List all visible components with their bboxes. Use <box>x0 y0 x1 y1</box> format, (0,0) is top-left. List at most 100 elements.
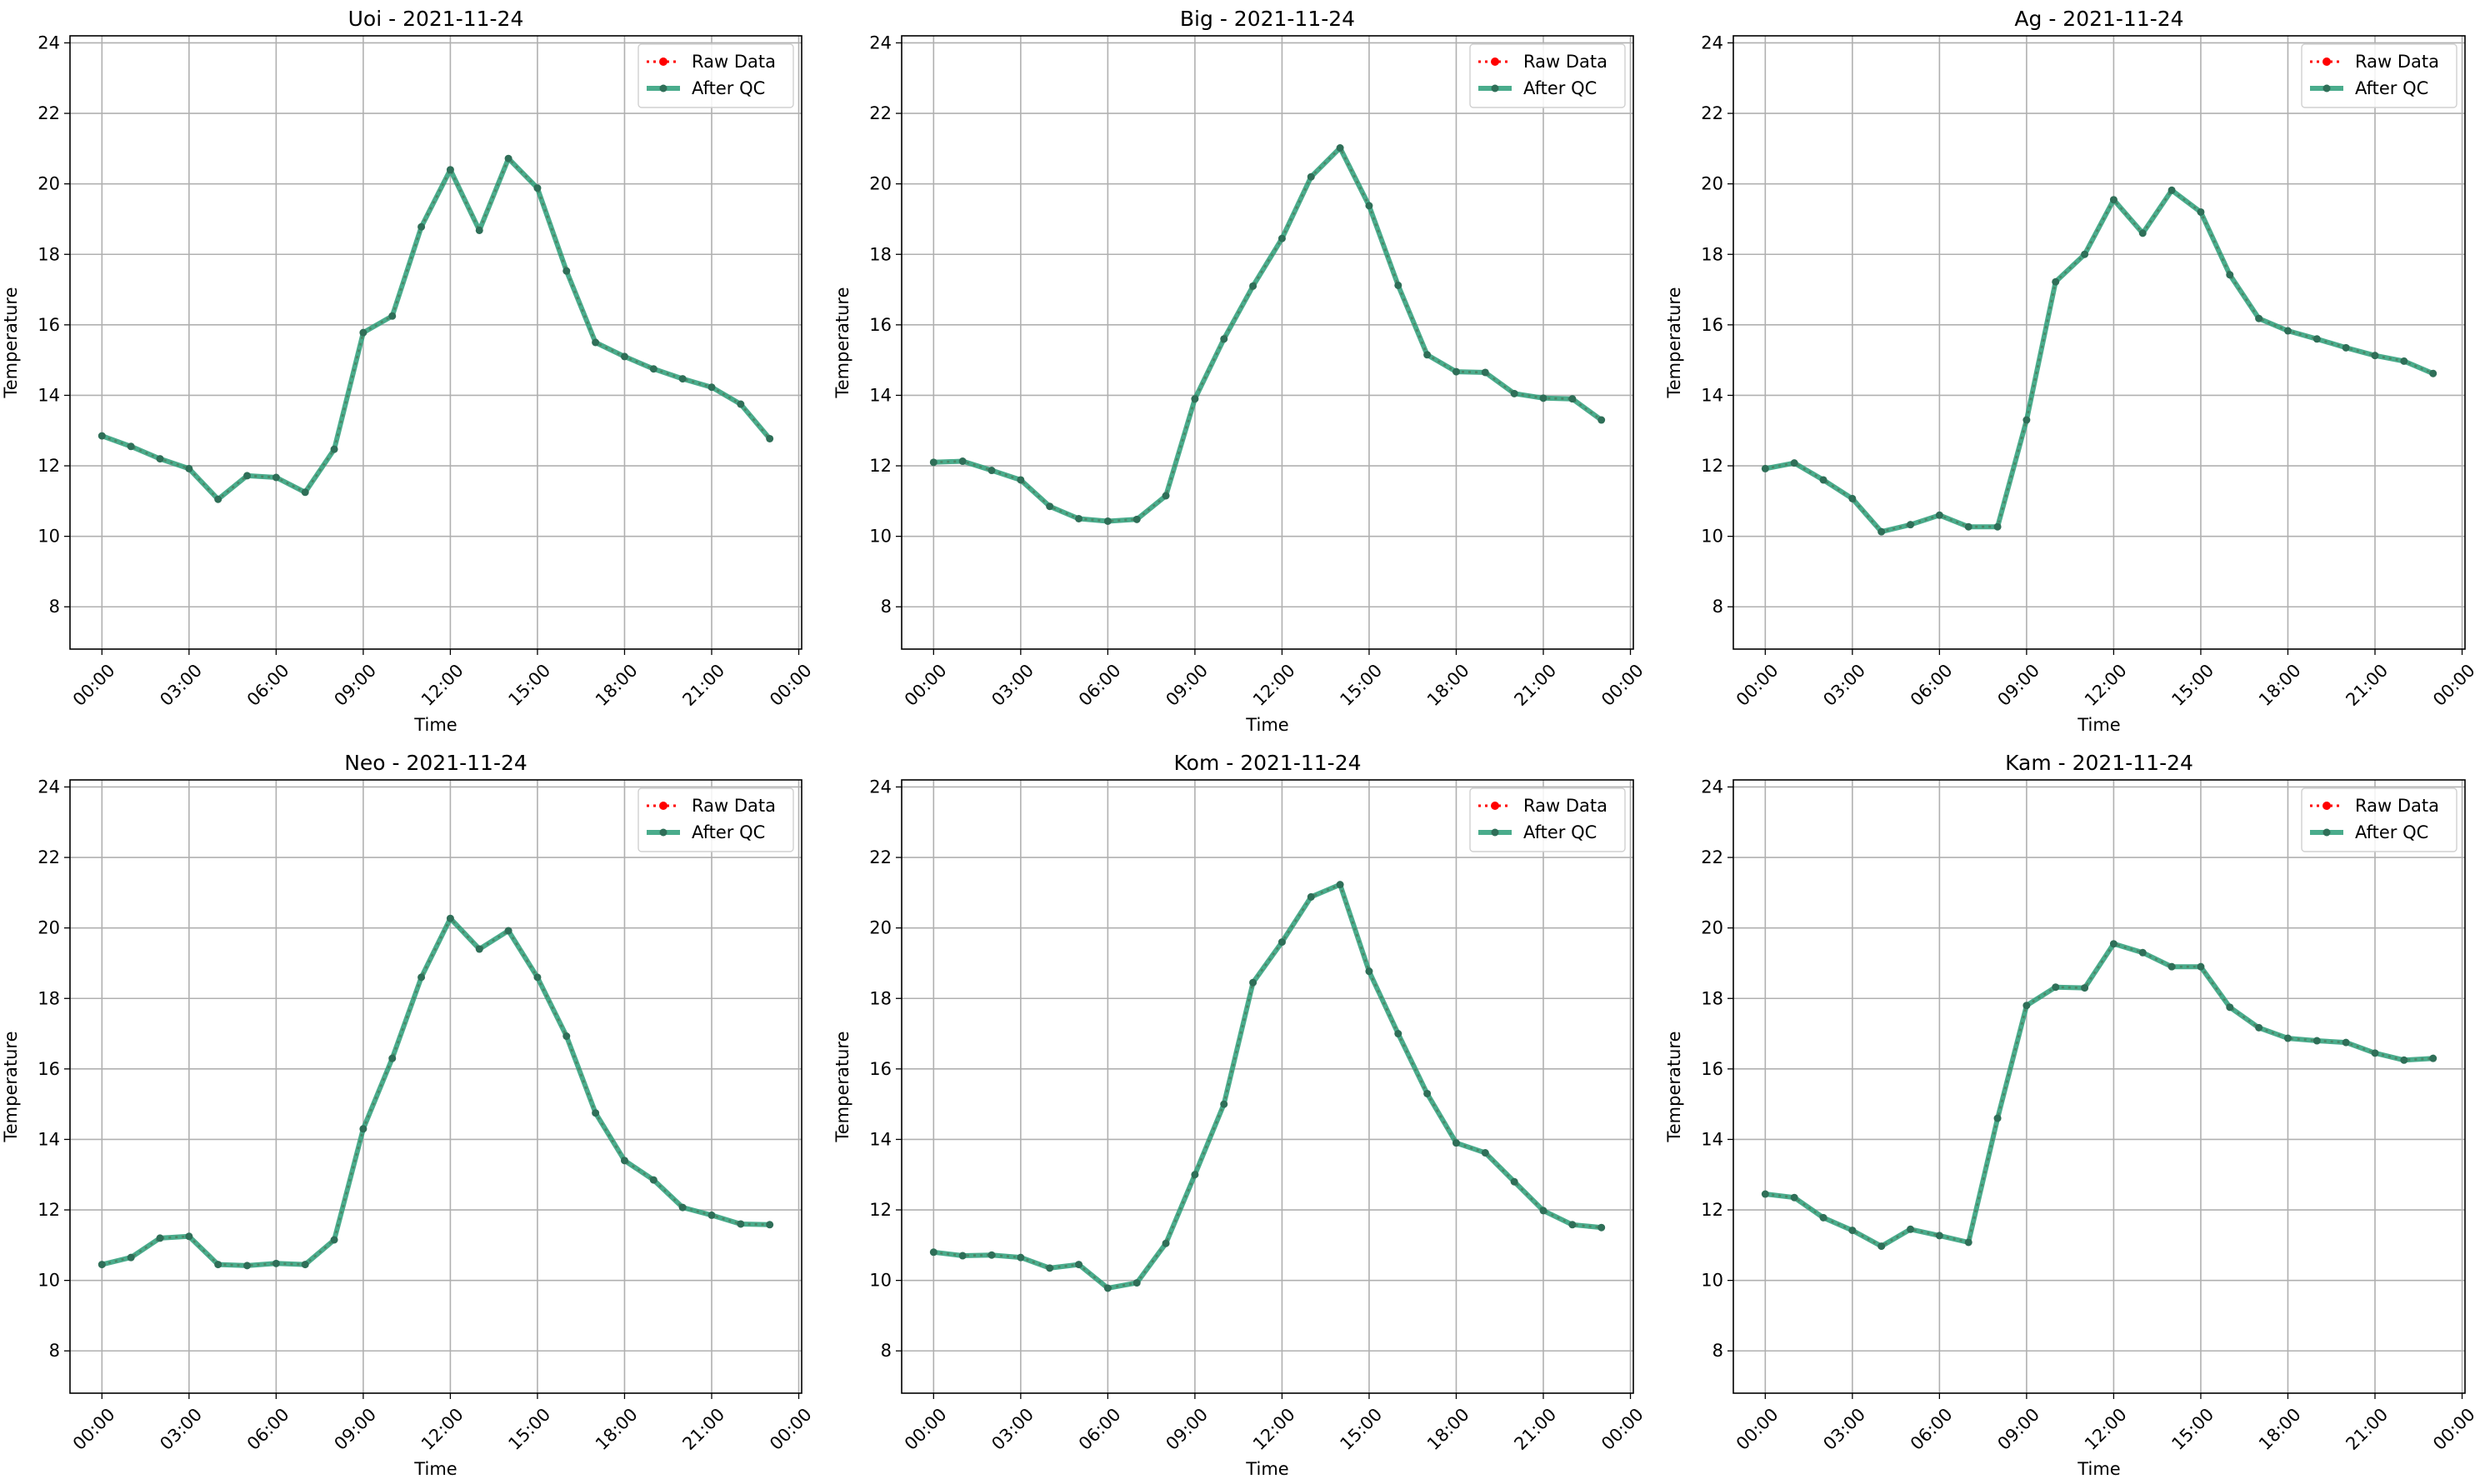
after-qc-point <box>1191 395 1199 403</box>
after-qc-point <box>1993 522 2002 531</box>
after-qc-point <box>214 495 222 503</box>
x-tick-label: 18:00 <box>592 660 642 710</box>
after-qc-point <box>156 1234 164 1242</box>
after-qc-point <box>1452 1139 1460 1147</box>
after-qc-point <box>958 1252 967 1260</box>
y-axis-label: Temperature <box>1 1031 21 1142</box>
x-tick-label: 06:00 <box>1907 1404 1957 1454</box>
after-qc-point <box>1878 1242 1886 1251</box>
after-qc-point <box>1162 1239 1170 1247</box>
after-qc-point <box>2283 327 2292 335</box>
after-qc-point <box>2371 352 2379 360</box>
after-qc-point <box>1510 1177 1518 1186</box>
x-tick-label: 03:00 <box>1819 660 1869 710</box>
legend-raw-marker <box>2322 57 2331 66</box>
after-qc-point <box>1452 367 1460 376</box>
after-qc-point <box>388 312 397 320</box>
chart-title: Kam - 2021-11-24 <box>2005 751 2193 775</box>
legend-qc-marker <box>1491 828 1499 837</box>
after-qc-point <box>418 222 426 231</box>
after-qc-point <box>737 1220 745 1228</box>
y-tick-label: 18 <box>38 988 60 1008</box>
after-qc-point <box>1761 464 1769 472</box>
after-qc-point <box>1394 281 1402 289</box>
x-tick-label: 06:00 <box>243 1404 293 1454</box>
after-qc-point <box>504 927 512 935</box>
x-tick-label: 00:00 <box>69 1404 119 1454</box>
after-qc-point <box>1307 892 1315 901</box>
chart-panel: 00:00 03:00 06:00 09:00 12:00 15:00 18:00 21:00… <box>832 7 1648 735</box>
after-qc-point <box>1907 1225 1915 1233</box>
x-tick-label: 00:00 <box>901 660 951 710</box>
after-qc-point <box>1819 1213 1828 1222</box>
y-tick-label: 24 <box>869 777 892 797</box>
axes-frame <box>901 35 1634 650</box>
after-qc-point <box>649 1176 658 1184</box>
x-tick-label: 00:00 <box>1732 660 1782 710</box>
x-tick-label: 00:00 <box>766 660 816 710</box>
after-qc-point <box>620 352 628 361</box>
x-tick-label: 18:00 <box>2255 660 2305 710</box>
after-qc-point <box>1539 1207 1548 1215</box>
after-qc-point <box>1993 1114 2002 1122</box>
after-qc-point <box>2081 250 2089 258</box>
after-qc-point <box>2022 416 2031 424</box>
legend: Raw Data After QC <box>1469 43 1626 108</box>
y-tick-label: 24 <box>869 32 892 52</box>
chart-panel: 00:00 03:00 06:00 09:00 12:00 15:00 18:00 21:00… <box>1664 7 2479 735</box>
after-qc-point <box>2400 1056 2408 1064</box>
y-tick-label: 10 <box>869 1271 892 1291</box>
x-tick-label: 15:00 <box>504 660 554 710</box>
after-qc-point <box>243 1262 252 1270</box>
after-qc-point <box>592 1109 600 1117</box>
x-tick-label: 00:00 <box>2429 1404 2479 1454</box>
y-tick-label: 18 <box>869 988 892 1008</box>
y-tick-label: 22 <box>869 847 892 867</box>
x-axis-label: Time <box>2077 715 2120 735</box>
x-tick-label: 09:00 <box>330 1404 380 1454</box>
legend: Raw Data After QC <box>638 43 794 108</box>
after-qc-point <box>1790 459 1798 467</box>
after-qc-point <box>1017 476 1025 484</box>
y-tick-label: 10 <box>869 527 892 547</box>
x-tick-label: 12:00 <box>418 660 468 710</box>
x-tick-label: 03:00 <box>156 660 206 710</box>
after-qc-point <box>1046 502 1054 511</box>
y-axis-label: Temperature <box>1 287 21 398</box>
after-qc-point <box>766 434 774 442</box>
after-qc-point <box>301 1261 309 1269</box>
after-qc-point <box>156 455 164 463</box>
x-axis-label: Time <box>1245 715 1288 735</box>
after-qc-point <box>2429 369 2438 377</box>
after-qc-point <box>929 458 938 467</box>
legend-raw-marker <box>1491 57 1499 66</box>
after-qc-point <box>1935 1232 1943 1240</box>
chart-panel: 00:00 03:00 06:00 09:00 12:00 15:00 18:00 21:00… <box>1 751 816 1479</box>
y-tick-label: 18 <box>38 244 60 264</box>
after-qc-point <box>2312 335 2321 343</box>
after-qc-point <box>678 1203 687 1212</box>
x-tick-label: 03:00 <box>1819 1404 1869 1454</box>
y-tick-label: 20 <box>1701 174 1723 194</box>
after-qc-point <box>2168 186 2176 194</box>
after-qc-point <box>2197 962 2205 971</box>
after-qc-point <box>958 457 967 466</box>
y-tick-label: 16 <box>1701 1059 1723 1079</box>
after-qc-point <box>1132 1279 1141 1287</box>
legend-raw-marker <box>659 57 668 66</box>
after-qc-point <box>1568 395 1577 403</box>
chart-title: Neo - 2021-11-24 <box>344 751 528 775</box>
after-qc-point <box>1598 416 1606 424</box>
after-qc-point <box>359 328 368 337</box>
legend-qc-label: After QC <box>2355 78 2428 98</box>
after-qc-point <box>1075 514 1083 522</box>
after-qc-point <box>1249 978 1258 987</box>
x-tick-label: 21:00 <box>1511 1404 1561 1454</box>
y-tick-label: 8 <box>49 1341 60 1361</box>
y-tick-label: 14 <box>869 1129 892 1149</box>
y-tick-label: 24 <box>1701 777 1723 797</box>
y-tick-label: 14 <box>1701 1129 1723 1149</box>
after-qc-point <box>1481 368 1489 377</box>
legend-raw-label: Raw Data <box>1523 52 1608 72</box>
y-tick-label: 10 <box>1701 527 1723 547</box>
